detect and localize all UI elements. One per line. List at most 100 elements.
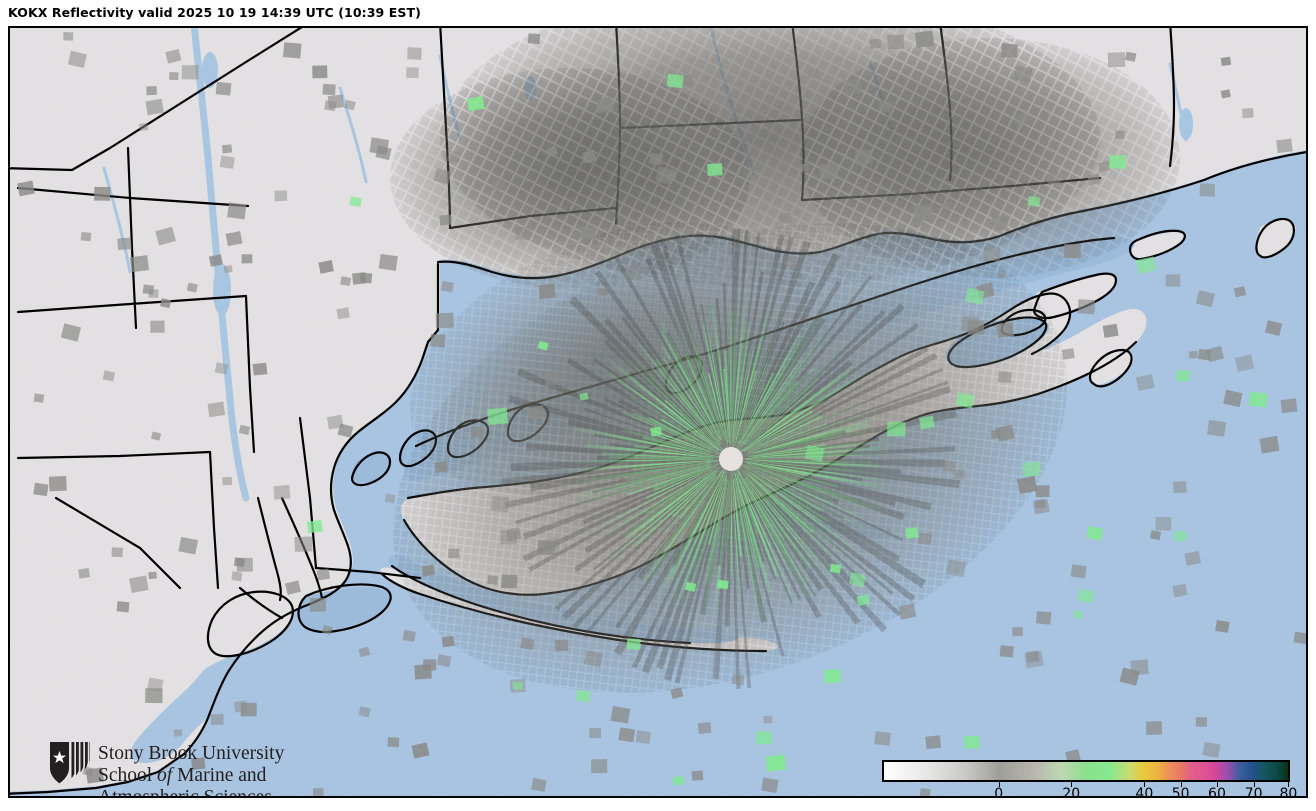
- echo-bin: [996, 322, 1015, 338]
- echo-bin: [145, 98, 164, 116]
- echo-bin: [111, 547, 123, 558]
- echo-bin: [953, 469, 966, 479]
- echo-bin: [252, 362, 268, 376]
- echo-bin: [520, 637, 535, 651]
- echo-bin: [528, 405, 546, 421]
- echo-bin: [869, 38, 882, 49]
- echo-bin: [191, 757, 206, 770]
- echo-bin-green: [575, 689, 591, 703]
- echo-bin: [887, 34, 905, 50]
- echo-bin: [635, 730, 652, 745]
- echo-bin: [139, 122, 149, 131]
- echo-bin: [63, 32, 74, 41]
- echo-bin: [441, 635, 455, 648]
- echo-bin: [527, 33, 541, 45]
- echo-bin: [582, 150, 597, 164]
- echo-bin: [580, 226, 596, 240]
- echo-bin: [1220, 89, 1231, 99]
- echo-bin: [1107, 52, 1126, 68]
- colorbar-tick-0: [998, 782, 1000, 787]
- echo-bin: [500, 530, 517, 545]
- echo-bin: [340, 276, 352, 287]
- reflectivity-colorbar[interactable]: 0 20 40 50 60 70 80: [874, 734, 1298, 798]
- radar-site-marker: [719, 447, 743, 471]
- sbu-line-2a: School: [98, 765, 158, 786]
- echo-bin: [1197, 348, 1212, 361]
- colorbar-tick-80: [1288, 782, 1290, 787]
- echo-bin-green: [955, 392, 975, 409]
- echo-bin: [666, 171, 677, 181]
- echo-bin: [421, 564, 436, 577]
- echo-bin: [1215, 620, 1230, 633]
- echo-bin-green: [1077, 588, 1095, 604]
- echo-bin: [1172, 583, 1188, 598]
- echo-bin: [590, 759, 608, 774]
- echo-bin: [874, 731, 891, 746]
- echo-bin-green: [349, 196, 362, 207]
- echo-bin: [129, 575, 149, 593]
- echo-bin: [1012, 627, 1023, 637]
- echo-bin: [1223, 389, 1243, 408]
- echo-bin: [207, 401, 226, 418]
- echo-bin: [1035, 611, 1052, 625]
- echo-bin: [160, 298, 172, 309]
- echo-bin-green: [1073, 610, 1083, 619]
- echo-bin-green: [824, 669, 842, 684]
- echo-bin: [321, 624, 333, 635]
- echo-bin: [148, 571, 157, 580]
- echo-bin-green: [1109, 155, 1126, 169]
- echo-bin: [1130, 659, 1149, 676]
- echo-bin: [145, 688, 163, 704]
- echo-bin: [470, 426, 484, 438]
- echo-bin: [285, 580, 301, 595]
- echo-bin: [294, 536, 313, 552]
- echo-bin: [352, 272, 367, 285]
- echo-bin-green: [707, 163, 723, 176]
- echo-bin: [151, 431, 162, 441]
- echo-bin: [1155, 517, 1172, 531]
- echo-bin: [439, 214, 452, 226]
- echo-bin: [337, 423, 354, 438]
- echo-bin: [1098, 160, 1111, 173]
- echo-bin-green: [579, 392, 589, 401]
- echo-bin: [925, 735, 942, 750]
- echo-bin: [1065, 749, 1081, 764]
- echo-bin: [358, 706, 371, 718]
- echo-bin: [116, 601, 130, 613]
- echo-bin-green: [306, 519, 323, 534]
- sbu-logo: Stony Brook University School of Marine …: [48, 740, 284, 796]
- echo-bin: [763, 715, 773, 724]
- echo-bin: [843, 79, 862, 96]
- page-title: KOKX Reflectivity valid 2025 10 19 14:39…: [8, 5, 421, 20]
- echo-bin-green: [512, 681, 523, 690]
- echo-bin: [1026, 650, 1040, 663]
- echo-bin: [155, 226, 176, 246]
- colorbar-tick-60: [1216, 782, 1218, 787]
- echo-bin: [1135, 374, 1155, 392]
- echo-bin: [799, 163, 809, 172]
- echo-bin: [543, 537, 560, 553]
- echo-bin: [165, 48, 182, 64]
- echo-bin: [406, 67, 419, 79]
- radar-map-frame[interactable]: 0 20 40 50 60 70 80 Stony Brook University Sch…: [8, 26, 1308, 798]
- echo-bin: [186, 282, 198, 293]
- echo-bin: [1264, 320, 1283, 336]
- echo-bin: [80, 231, 92, 242]
- echo-bin: [913, 204, 933, 221]
- colorbar-label-0: 0: [994, 786, 1004, 798]
- colorbar-tick-40: [1144, 782, 1146, 787]
- colorbar-label-20: 20: [1062, 786, 1081, 798]
- echo-bin: [1045, 171, 1061, 185]
- echo-bin: [129, 255, 150, 273]
- echo-bin: [990, 214, 1009, 231]
- echo-bin: [283, 42, 302, 59]
- echo-bin: [369, 137, 389, 155]
- echo-bin: [436, 654, 452, 668]
- echo-bin: [554, 639, 569, 652]
- echo-bin: [94, 186, 111, 201]
- echo-bin: [1013, 65, 1033, 83]
- echo-bin-green: [1027, 196, 1041, 208]
- echo-bin: [430, 334, 446, 348]
- colorbar-label-40: 40: [1135, 786, 1154, 798]
- colorbar-label-80: 80: [1279, 786, 1298, 798]
